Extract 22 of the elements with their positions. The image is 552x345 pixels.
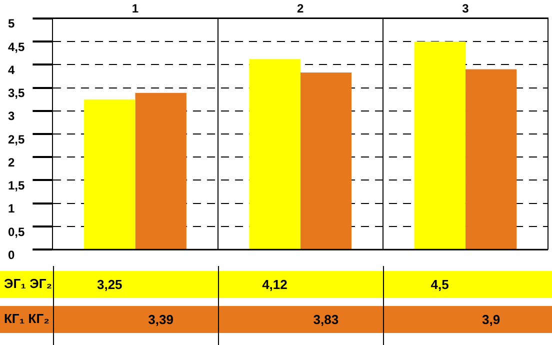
y-tick-label: 3 xyxy=(8,109,15,124)
y-tick-label: 4 xyxy=(8,62,15,77)
x-tick-label: 3 xyxy=(462,2,470,16)
data-label: 3,9 xyxy=(482,312,500,327)
data-label: 3,83 xyxy=(313,312,339,327)
y-tick-label: 0,5 xyxy=(8,224,26,239)
x-tick-label: 1 xyxy=(132,2,139,16)
y-tick-label: 3,5 xyxy=(8,86,26,100)
data-label: 3,25 xyxy=(96,277,122,292)
y-tick-label: 1 xyxy=(8,202,15,216)
x-tick-label: 2 xyxy=(296,2,304,16)
text: КГ₁ КГ₂ xyxy=(4,311,50,326)
y-tick-label: 2 xyxy=(8,155,15,170)
data-label: 3,39 xyxy=(148,312,174,327)
y-tick-label: 5 xyxy=(8,16,15,31)
y-tick-label: 1,5 xyxy=(8,178,26,193)
y-tick-label: 0 xyxy=(8,248,15,262)
y-tick-label: 2,5 xyxy=(8,132,26,146)
data-label: 4,5 xyxy=(430,277,449,292)
text: ЭГ₁ ЭГ₂ xyxy=(4,276,52,291)
y-tick-label: 4,5 xyxy=(8,40,26,54)
data-label: 4,12 xyxy=(262,277,288,292)
